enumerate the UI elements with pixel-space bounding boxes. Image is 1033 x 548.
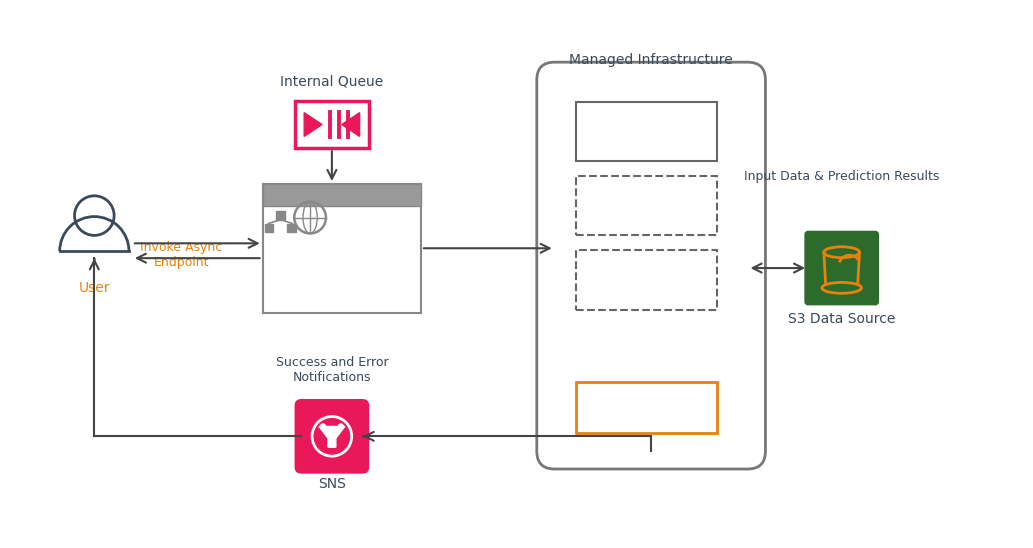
FancyBboxPatch shape: [295, 399, 369, 473]
Text: User: User: [79, 281, 111, 295]
Bar: [262, 184, 421, 206]
Polygon shape: [319, 426, 345, 447]
FancyBboxPatch shape: [294, 101, 369, 149]
Text: ml
instance: ml instance: [619, 266, 675, 294]
Bar: [276, 210, 285, 220]
Text: ml
instance: ml instance: [619, 192, 675, 220]
Ellipse shape: [822, 282, 862, 293]
Polygon shape: [342, 113, 359, 136]
Text: S3 Data Source: S3 Data Source: [788, 312, 896, 326]
Bar: [262, 184, 421, 312]
FancyBboxPatch shape: [537, 62, 765, 469]
Text: Input Data & Prediction Results: Input Data & Prediction Results: [744, 170, 939, 183]
Circle shape: [320, 424, 325, 429]
Bar: [264, 224, 274, 232]
Text: Invoke Async
Endpoint: Invoke Async Endpoint: [140, 241, 222, 269]
Text: Async Endpoint: Async Endpoint: [288, 256, 396, 270]
Bar: [576, 102, 717, 161]
Text: Managed Infrastructure: Managed Infrastructure: [569, 53, 733, 67]
Text: Success and Error
Notifications: Success and Error Notifications: [276, 356, 388, 384]
FancyBboxPatch shape: [805, 231, 878, 305]
Bar: [576, 382, 717, 433]
Bar: [576, 250, 717, 310]
Text: Inference Code: Inference Code: [596, 401, 697, 414]
Polygon shape: [304, 113, 322, 136]
Bar: [287, 224, 296, 232]
Bar: [576, 176, 717, 236]
Text: ml
instance: ml instance: [619, 117, 675, 145]
Circle shape: [339, 424, 343, 429]
Ellipse shape: [824, 247, 859, 258]
Text: SNS: SNS: [318, 477, 346, 491]
Text: Internal Queue: Internal Queue: [280, 75, 383, 89]
